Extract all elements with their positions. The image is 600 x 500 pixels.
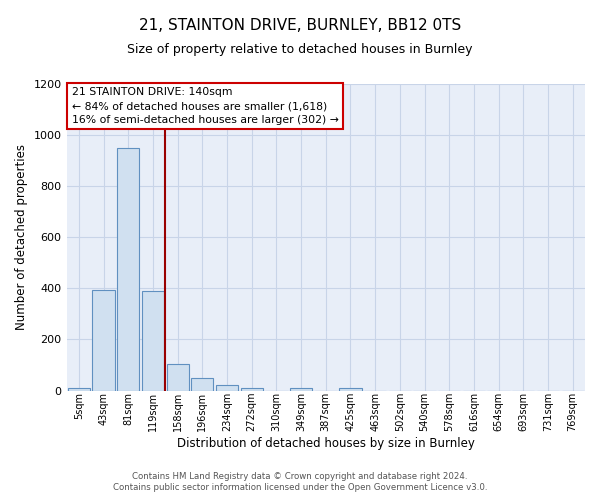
Y-axis label: Number of detached properties: Number of detached properties [15, 144, 28, 330]
Bar [117, 148, 139, 390]
Text: Size of property relative to detached houses in Burnley: Size of property relative to detached ho… [127, 42, 473, 56]
Bar [142, 291, 164, 390]
Bar [167, 364, 189, 390]
Bar [92, 290, 115, 390]
Bar [191, 378, 214, 390]
Bar [340, 388, 362, 390]
Bar [216, 386, 238, 390]
Bar [290, 388, 312, 390]
X-axis label: Distribution of detached houses by size in Burnley: Distribution of detached houses by size … [177, 437, 475, 450]
Bar [68, 388, 90, 390]
Text: 21, STAINTON DRIVE, BURNLEY, BB12 0TS: 21, STAINTON DRIVE, BURNLEY, BB12 0TS [139, 18, 461, 32]
Text: Contains HM Land Registry data © Crown copyright and database right 2024.: Contains HM Land Registry data © Crown c… [132, 472, 468, 481]
Text: Contains public sector information licensed under the Open Government Licence v3: Contains public sector information licen… [113, 484, 487, 492]
Text: 21 STAINTON DRIVE: 140sqm
← 84% of detached houses are smaller (1,618)
16% of se: 21 STAINTON DRIVE: 140sqm ← 84% of detac… [72, 87, 338, 125]
Bar [241, 388, 263, 390]
